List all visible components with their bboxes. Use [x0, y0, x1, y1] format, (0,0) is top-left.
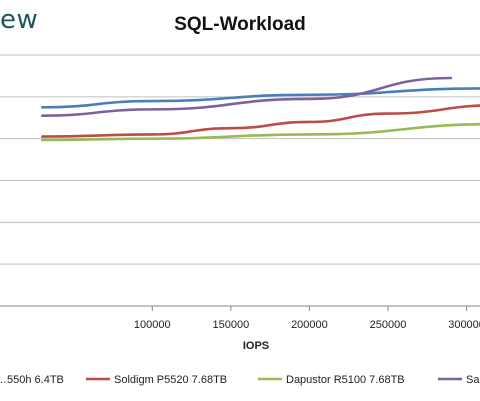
- x-axis-label: IOPS: [243, 340, 269, 352]
- series-line-0: [40, 87, 480, 109]
- x-tick-label: 150000: [212, 319, 249, 331]
- legend-entry-label: Soldigm P5520 7.68TB: [114, 374, 227, 386]
- x-tick-label: 250000: [370, 319, 407, 331]
- legend: …550h 6.4TB Soldigm P5520 7.68TB Dapustor …: [0, 374, 480, 386]
- series-line-3: [40, 76, 453, 117]
- legend-entry-label: Dapustor R5100 7.68TB: [286, 374, 405, 386]
- series-line-1: [40, 104, 480, 138]
- x-tick-label: 300000: [448, 319, 480, 331]
- legend-entry-label: Sa…: [466, 374, 480, 386]
- series-lines: [40, 76, 480, 142]
- watermark-logo-text: ew: [0, 5, 39, 35]
- x-tick-labels: 100000 150000 200000 250000 300000: [134, 306, 480, 331]
- gridlines: [0, 54, 480, 307]
- chart-title: SQL-Workload: [174, 14, 306, 35]
- legend-entry-label: …550h 6.4TB: [0, 374, 64, 386]
- x-tick-label: 200000: [291, 319, 328, 331]
- x-tick-label: 100000: [134, 319, 171, 331]
- series-line-2: [40, 122, 480, 142]
